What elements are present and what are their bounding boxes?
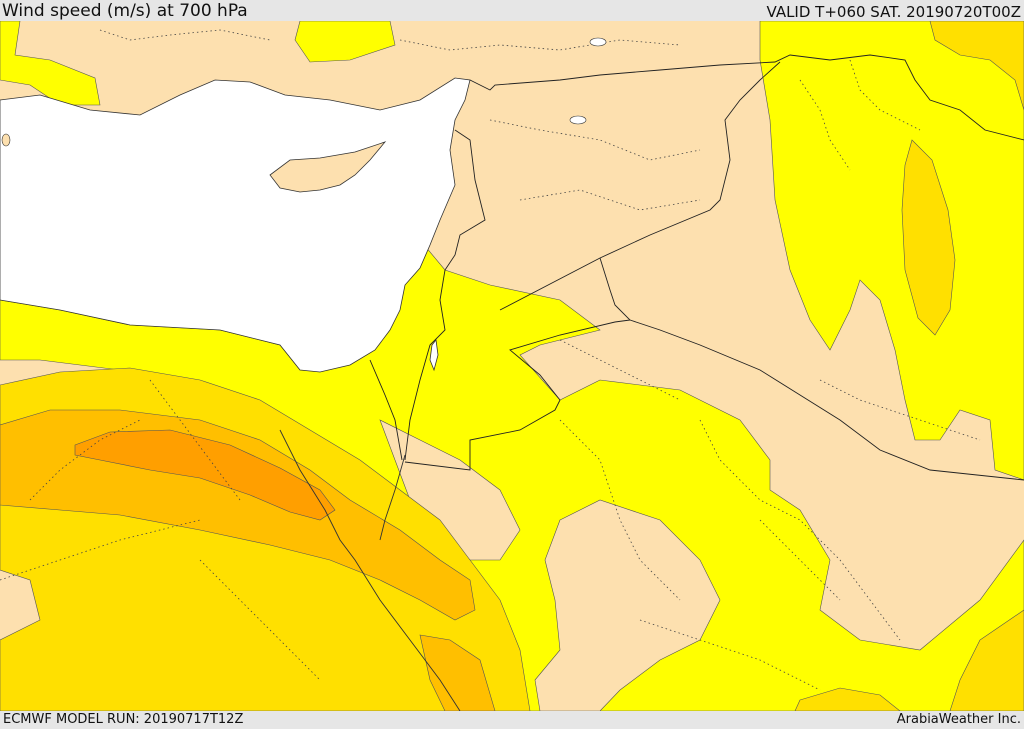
dead-sea <box>429 339 439 372</box>
wind-band-yellow-northwest <box>0 21 101 106</box>
credit-label: ArabiaWeather Inc. <box>896 712 1021 727</box>
land-patch-southwest <box>379 419 521 561</box>
mediterranean-sea <box>0 77 471 373</box>
wind-band-dark-orange <box>74 429 336 521</box>
country-borders <box>369 54 1024 481</box>
map-title: Wind speed (m/s) at 700 hPa <box>2 1 248 21</box>
gulf-of-suez <box>279 429 461 711</box>
province-borders <box>0 29 981 691</box>
wind-band-yellow-east <box>759 21 1024 481</box>
cyprus-island <box>269 141 387 193</box>
model-run-label: ECMWF MODEL RUN: 20190717T12Z <box>3 712 244 727</box>
map-panel <box>0 21 1024 711</box>
lake-assad <box>569 115 587 125</box>
footer-bar: ECMWF MODEL RUN: 20190717T12Z ArabiaWeat… <box>0 711 1024 729</box>
gulf-of-aqaba <box>379 454 406 541</box>
land-patch-south <box>534 499 721 711</box>
valid-time-label: VALID T+060 SAT. 20190720T00Z <box>766 3 1021 21</box>
header-bar: Wind speed (m/s) at 700 hPa VALID T+060 … <box>0 0 1024 21</box>
small-island-west <box>1 133 11 147</box>
wind-band-yellow-northeast-small <box>929 21 1024 111</box>
wind-band-gold-east <box>901 139 956 336</box>
wind-band-orange-south <box>419 634 496 711</box>
wind-speed-map <box>0 21 1024 711</box>
small-lake-north <box>589 37 607 47</box>
wind-band-gold-southeast-small <box>794 687 901 711</box>
wind-band-yellow-north <box>294 21 396 63</box>
wind-band-gold-southeast <box>949 609 1024 711</box>
